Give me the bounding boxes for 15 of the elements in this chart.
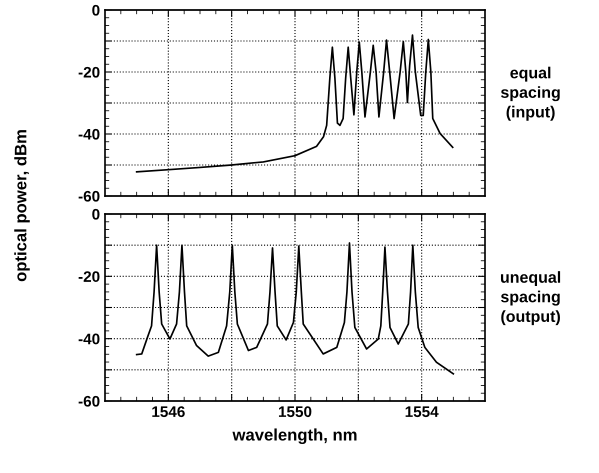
x-axis-title: wavelength, nm	[232, 428, 356, 444]
y-tick-label: -20	[78, 271, 100, 282]
x-tick-label: 1546	[152, 406, 185, 418]
x-tick-label: 1550	[278, 406, 312, 418]
text: unequal spacing (output)	[500, 271, 560, 326]
y-tick-label: 0	[92, 208, 100, 220]
y-tick-label: -60	[78, 396, 100, 407]
x-tick-label: 1554	[406, 406, 439, 418]
y-tick-label: 0	[92, 4, 100, 16]
y-axis-title: optical power, dBm	[14, 130, 30, 282]
y-tick-label: -20	[78, 66, 100, 78]
y-tick-label: -40	[78, 128, 100, 140]
text: equal spacing (input)	[500, 66, 560, 121]
y-tick-label: -60	[78, 190, 100, 202]
y-tick-label: -40	[78, 334, 100, 344]
